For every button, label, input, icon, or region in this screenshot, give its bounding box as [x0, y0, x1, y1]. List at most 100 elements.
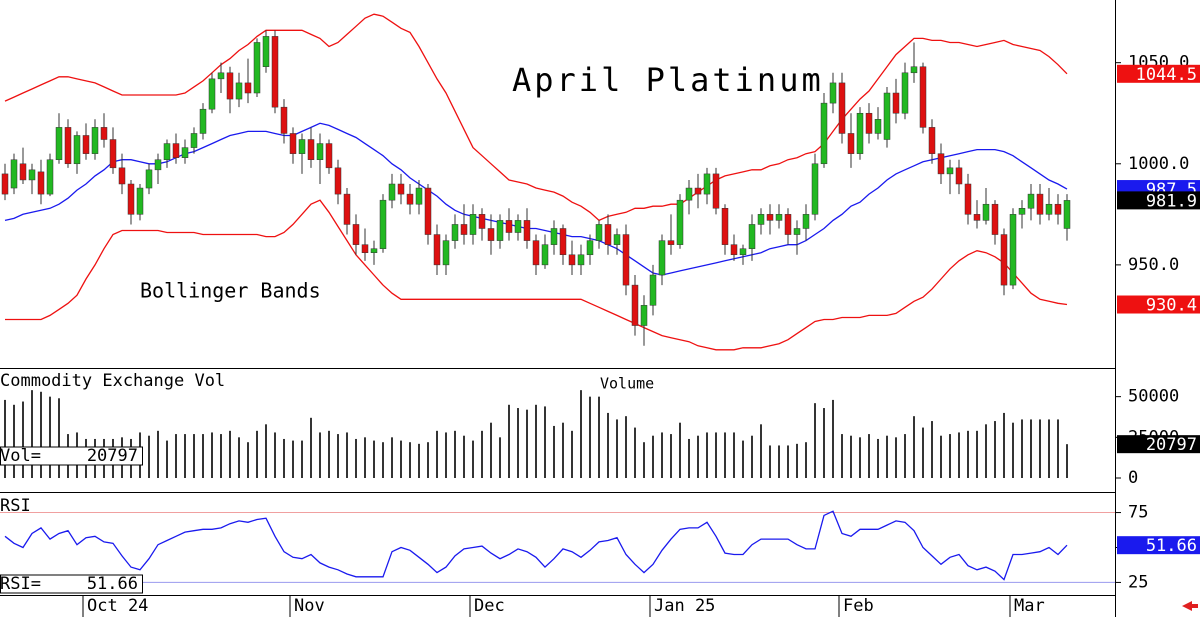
y-tick-label: 50000 — [1128, 387, 1179, 407]
candle-body — [667, 240, 675, 245]
candle-body — [604, 224, 612, 245]
candle-body — [73, 135, 81, 165]
candle-body — [694, 187, 702, 195]
candle-body — [910, 66, 918, 74]
candle-body — [244, 82, 252, 94]
candle-body — [523, 220, 531, 241]
candle-body — [883, 92, 891, 140]
candle-body — [1027, 193, 1035, 209]
candle-body — [703, 173, 711, 195]
candle-body — [352, 224, 360, 245]
candle-body — [775, 214, 783, 221]
candle-body — [64, 127, 72, 165]
y-tick-label: 75 — [1128, 503, 1148, 523]
candle-body — [874, 119, 882, 134]
candle-body — [1, 173, 9, 195]
candle-body — [838, 82, 846, 134]
last-close-label: 981.9 — [1146, 191, 1197, 211]
candle-body — [919, 66, 927, 128]
readout-box — [0, 574, 143, 594]
candle-body — [55, 127, 63, 160]
candle-body — [982, 203, 990, 221]
candle-body — [937, 153, 945, 175]
candle-body — [154, 159, 162, 171]
x-tick-label: Oct 24 — [87, 596, 148, 616]
last-value-label-box — [1117, 435, 1200, 454]
candle-body — [370, 248, 378, 253]
panel-subtitle: Volume — [600, 375, 654, 393]
candle-body — [109, 139, 117, 169]
annotation: Bollinger Bands — [140, 279, 321, 303]
x-tick-label: Jan 25 — [654, 596, 715, 616]
readout-value: 20797 — [87, 446, 138, 466]
candle-body — [532, 240, 540, 266]
candle-body — [811, 163, 819, 215]
x-tick-label: Dec — [474, 596, 505, 616]
candle-body — [649, 274, 657, 306]
candle-body — [82, 135, 90, 154]
scroll-arrow[interactable] — [1182, 601, 1198, 611]
candle-body — [973, 214, 981, 221]
candle-body — [946, 167, 954, 175]
candle-body — [712, 173, 720, 209]
last-value-label: 1044.5 — [1136, 65, 1197, 85]
candle-body — [739, 248, 747, 256]
candle-body — [208, 78, 216, 110]
candle-body — [145, 169, 153, 189]
y-tick-label: 25 — [1128, 572, 1148, 592]
candle-body — [397, 183, 405, 195]
candle-body — [163, 143, 171, 160]
candle-body — [118, 167, 126, 185]
candle-body — [1036, 193, 1044, 215]
candle-body — [928, 127, 936, 154]
y-tick-label: 950.0 — [1128, 255, 1179, 275]
candle-body — [865, 112, 873, 134]
candle-body — [190, 133, 198, 148]
candle-body — [1009, 214, 1017, 286]
candle-body — [199, 108, 207, 134]
candle-body — [595, 224, 603, 241]
candle-body — [10, 159, 18, 189]
candle-body — [505, 220, 513, 233]
candle-body — [442, 240, 450, 266]
candle-body — [217, 72, 225, 80]
candle-body — [289, 133, 297, 154]
candle-body — [613, 234, 621, 245]
candle-body — [1054, 203, 1062, 215]
candle-body — [676, 199, 684, 245]
last-value-label-box — [1117, 64, 1200, 83]
candle-body — [424, 187, 432, 235]
readout-value: 51.66 — [87, 574, 138, 594]
candle-body — [361, 244, 369, 253]
panel-title: Commodity Exchange Vol — [0, 371, 225, 391]
candle-body — [829, 82, 837, 104]
candle-body — [478, 214, 486, 229]
candle-body — [748, 224, 756, 249]
y-tick-label: 0 — [1128, 468, 1138, 488]
candle-body — [1045, 203, 1053, 215]
candle-body — [91, 127, 99, 154]
chart-title: April Platinum — [512, 61, 824, 99]
last-close-label-box — [1117, 191, 1200, 210]
candle-body — [685, 187, 693, 201]
candle-body — [514, 220, 522, 233]
candle-body — [100, 127, 108, 140]
candle-body — [325, 143, 333, 169]
last-value-label: 930.4 — [1146, 296, 1197, 316]
candle-body — [37, 171, 45, 195]
candle-body — [586, 240, 594, 256]
candle-body — [820, 102, 828, 165]
candle-body — [460, 224, 468, 235]
candle-body — [298, 139, 306, 154]
candle-body — [181, 147, 189, 158]
candle-body — [964, 183, 972, 215]
y-tick-label: 1000.0 — [1128, 154, 1189, 174]
candle-body — [658, 240, 666, 276]
candle-body — [46, 159, 54, 195]
readout-box — [0, 446, 143, 466]
last-value-label: 20797 — [1146, 435, 1197, 455]
candle-body — [271, 36, 279, 108]
candle-body — [406, 193, 414, 205]
